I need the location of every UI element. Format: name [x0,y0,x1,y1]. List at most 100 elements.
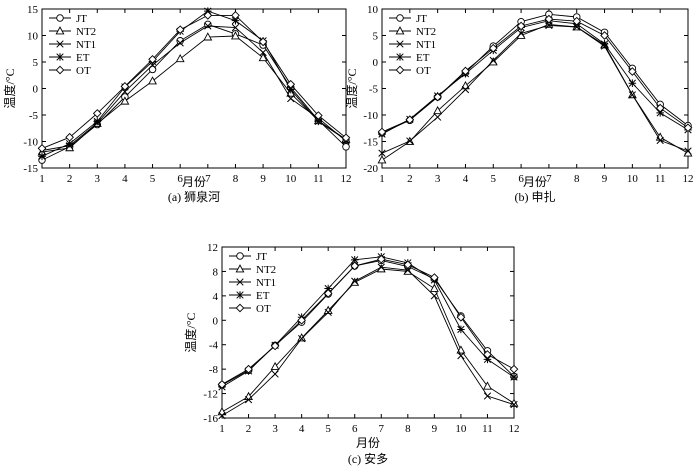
y-tick-label: 10 [367,4,379,16]
data-point [148,65,157,74]
data-point [429,283,439,292]
legend-label: OT [416,65,431,77]
data-point [457,352,465,360]
data-point [259,48,267,57]
data-point [38,152,46,161]
data-point [297,333,307,342]
data-point [37,144,47,153]
data-point [600,31,609,40]
series-ot [377,14,693,137]
data-point [270,341,280,351]
series-nt2 [217,264,519,416]
x-tick-label: 4 [299,423,305,435]
y-tick-label: 5 [373,31,379,43]
legend-marker [236,278,244,286]
data-point [377,127,387,137]
data-point [324,308,332,316]
x-tick-label: 11 [482,423,493,435]
data-point [488,57,498,66]
series-line [381,24,689,154]
x-tick-label: 2 [407,173,413,185]
y-tick-label: -8 [209,364,219,376]
y-tick-label: -5 [29,110,39,122]
data-point [314,111,323,120]
data-point [93,117,102,126]
x-tick-label: 3 [435,173,441,185]
data-point [231,11,240,20]
data-point [230,31,240,40]
chart-caption: (c) 安多 [348,451,388,466]
data-point [510,400,518,409]
y-tick-label: 8 [213,266,219,278]
x-tick-label: 2 [67,173,73,185]
data-point [217,380,227,389]
series-ot [217,254,519,389]
data-point [350,256,359,264]
data-point [203,11,213,20]
legend-label: JT [256,251,267,263]
legend-label: JT [76,13,87,25]
y-tick-label: -15 [23,163,38,175]
y-tick-label: 0 [373,57,379,69]
y-tick-label: -5 [369,84,379,96]
data-point [461,66,470,76]
series-line [41,23,347,161]
series-line [41,14,347,149]
legend-marker [396,14,404,22]
legend-label: JT [416,13,427,25]
data-point [148,76,158,85]
x-tick-label: 6 [177,173,183,185]
y-tick-label: 15 [27,4,39,16]
x-tick-label: 8 [405,423,411,435]
data-point [628,79,637,87]
x-tick-label: 11 [313,173,324,185]
data-point [404,266,412,274]
data-point [405,115,415,125]
data-point [258,37,268,47]
x-axis-label: 月份 [523,175,547,189]
y-axis-label: 温度/°C [2,68,17,108]
x-tick-label: 9 [260,173,266,185]
data-point [460,81,470,90]
legend-marker [236,291,244,299]
series-ot [37,11,351,153]
data-point [377,263,385,271]
data-point [509,364,519,374]
x-tick-label: 7 [546,173,552,185]
data-point [204,20,212,29]
data-point [203,32,213,41]
data-point [286,85,295,94]
y-tick-label: 12 [207,242,218,254]
data-point [65,139,74,148]
legend-label: ET [76,52,90,64]
legend-marker [56,14,64,22]
legend-label: ET [256,290,270,302]
data-point [350,261,360,271]
data-point [323,289,333,298]
legend-label: ET [416,52,430,64]
series-line [41,35,347,153]
chart-caption: (b) 申扎 [515,190,556,204]
x-tick-label: 7 [379,423,385,435]
data-point [204,22,212,30]
legend-label: NT1 [416,39,436,51]
data-point [244,396,253,404]
series-line [41,10,347,157]
data-point [271,370,279,378]
y-tick-label: -15 [363,137,378,149]
legend-label: OT [256,303,271,315]
x-tick-label: 10 [285,173,297,185]
data-point [231,23,240,32]
legend-label: NT2 [256,264,276,276]
y-axis-label: 温度/°C [344,68,359,108]
x-axis-label: 月份 [182,175,206,189]
x-tick-label: 9 [602,173,608,185]
data-point [544,14,554,24]
data-point [482,381,492,390]
data-point [683,123,693,133]
legend-marker [396,53,404,61]
y-tick-label: 0 [33,84,39,96]
